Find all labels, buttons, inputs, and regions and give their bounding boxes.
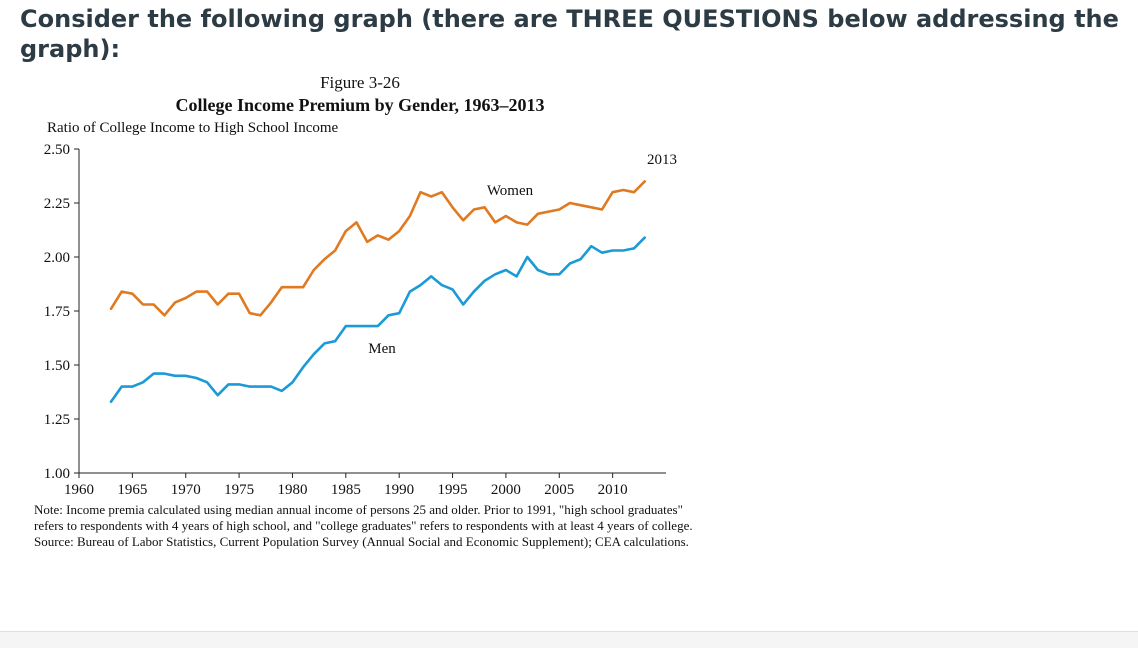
figure-chart: Figure 3-26 College Income Premium by Ge… [44,73,677,498]
y-tick-label: 2.50 [44,142,70,158]
chart-lines [109,180,647,404]
y-tick-label: 1.50 [44,358,70,374]
y-axis-title: Ratio of College Income to High School I… [47,120,339,136]
footer-bar [0,631,1138,648]
series-line-women [109,180,647,317]
x-tick-label: 1970 [171,482,201,498]
chart-title: College Income Premium by Gender, 1963–2… [176,95,545,115]
figure-note: Note: Income premia calculated using med… [34,502,693,533]
end-year-label: 2013 [647,152,677,168]
x-tick-label: 1960 [64,482,94,498]
y-tick-label: 2.25 [44,196,70,212]
x-tick-label: 2010 [598,482,628,498]
figure-source: Source: Bureau of Labor Statistics, Curr… [34,534,689,549]
x-tick-label: 1995 [438,482,468,498]
x-tick-label: 1990 [384,482,414,498]
question-heading: Consider the following graph (there are … [20,5,1119,63]
y-tick-label: 1.00 [44,466,70,482]
chart-ticks: 1.00 1.25 1.50 1.75 2.00 2.25 2.50 1960 1965 1970… [44,142,628,498]
series-label-men: Men [368,341,396,357]
y-tick-label: 2.00 [44,250,70,266]
series-label-women: Women [487,183,534,199]
y-tick-label: 1.75 [44,304,70,320]
x-tick-label: 1975 [224,482,254,498]
x-tick-label: 1985 [331,482,361,498]
x-tick-label: 2005 [544,482,574,498]
figure-notes: Note: Income premia calculated using med… [34,502,694,550]
series-line-men [109,236,647,404]
y-tick-label: 1.25 [44,412,70,428]
x-tick-label: 1980 [277,482,307,498]
x-tick-label: 2000 [491,482,521,498]
x-tick-label: 1965 [117,482,147,498]
figure-number: Figure 3-26 [320,73,400,92]
